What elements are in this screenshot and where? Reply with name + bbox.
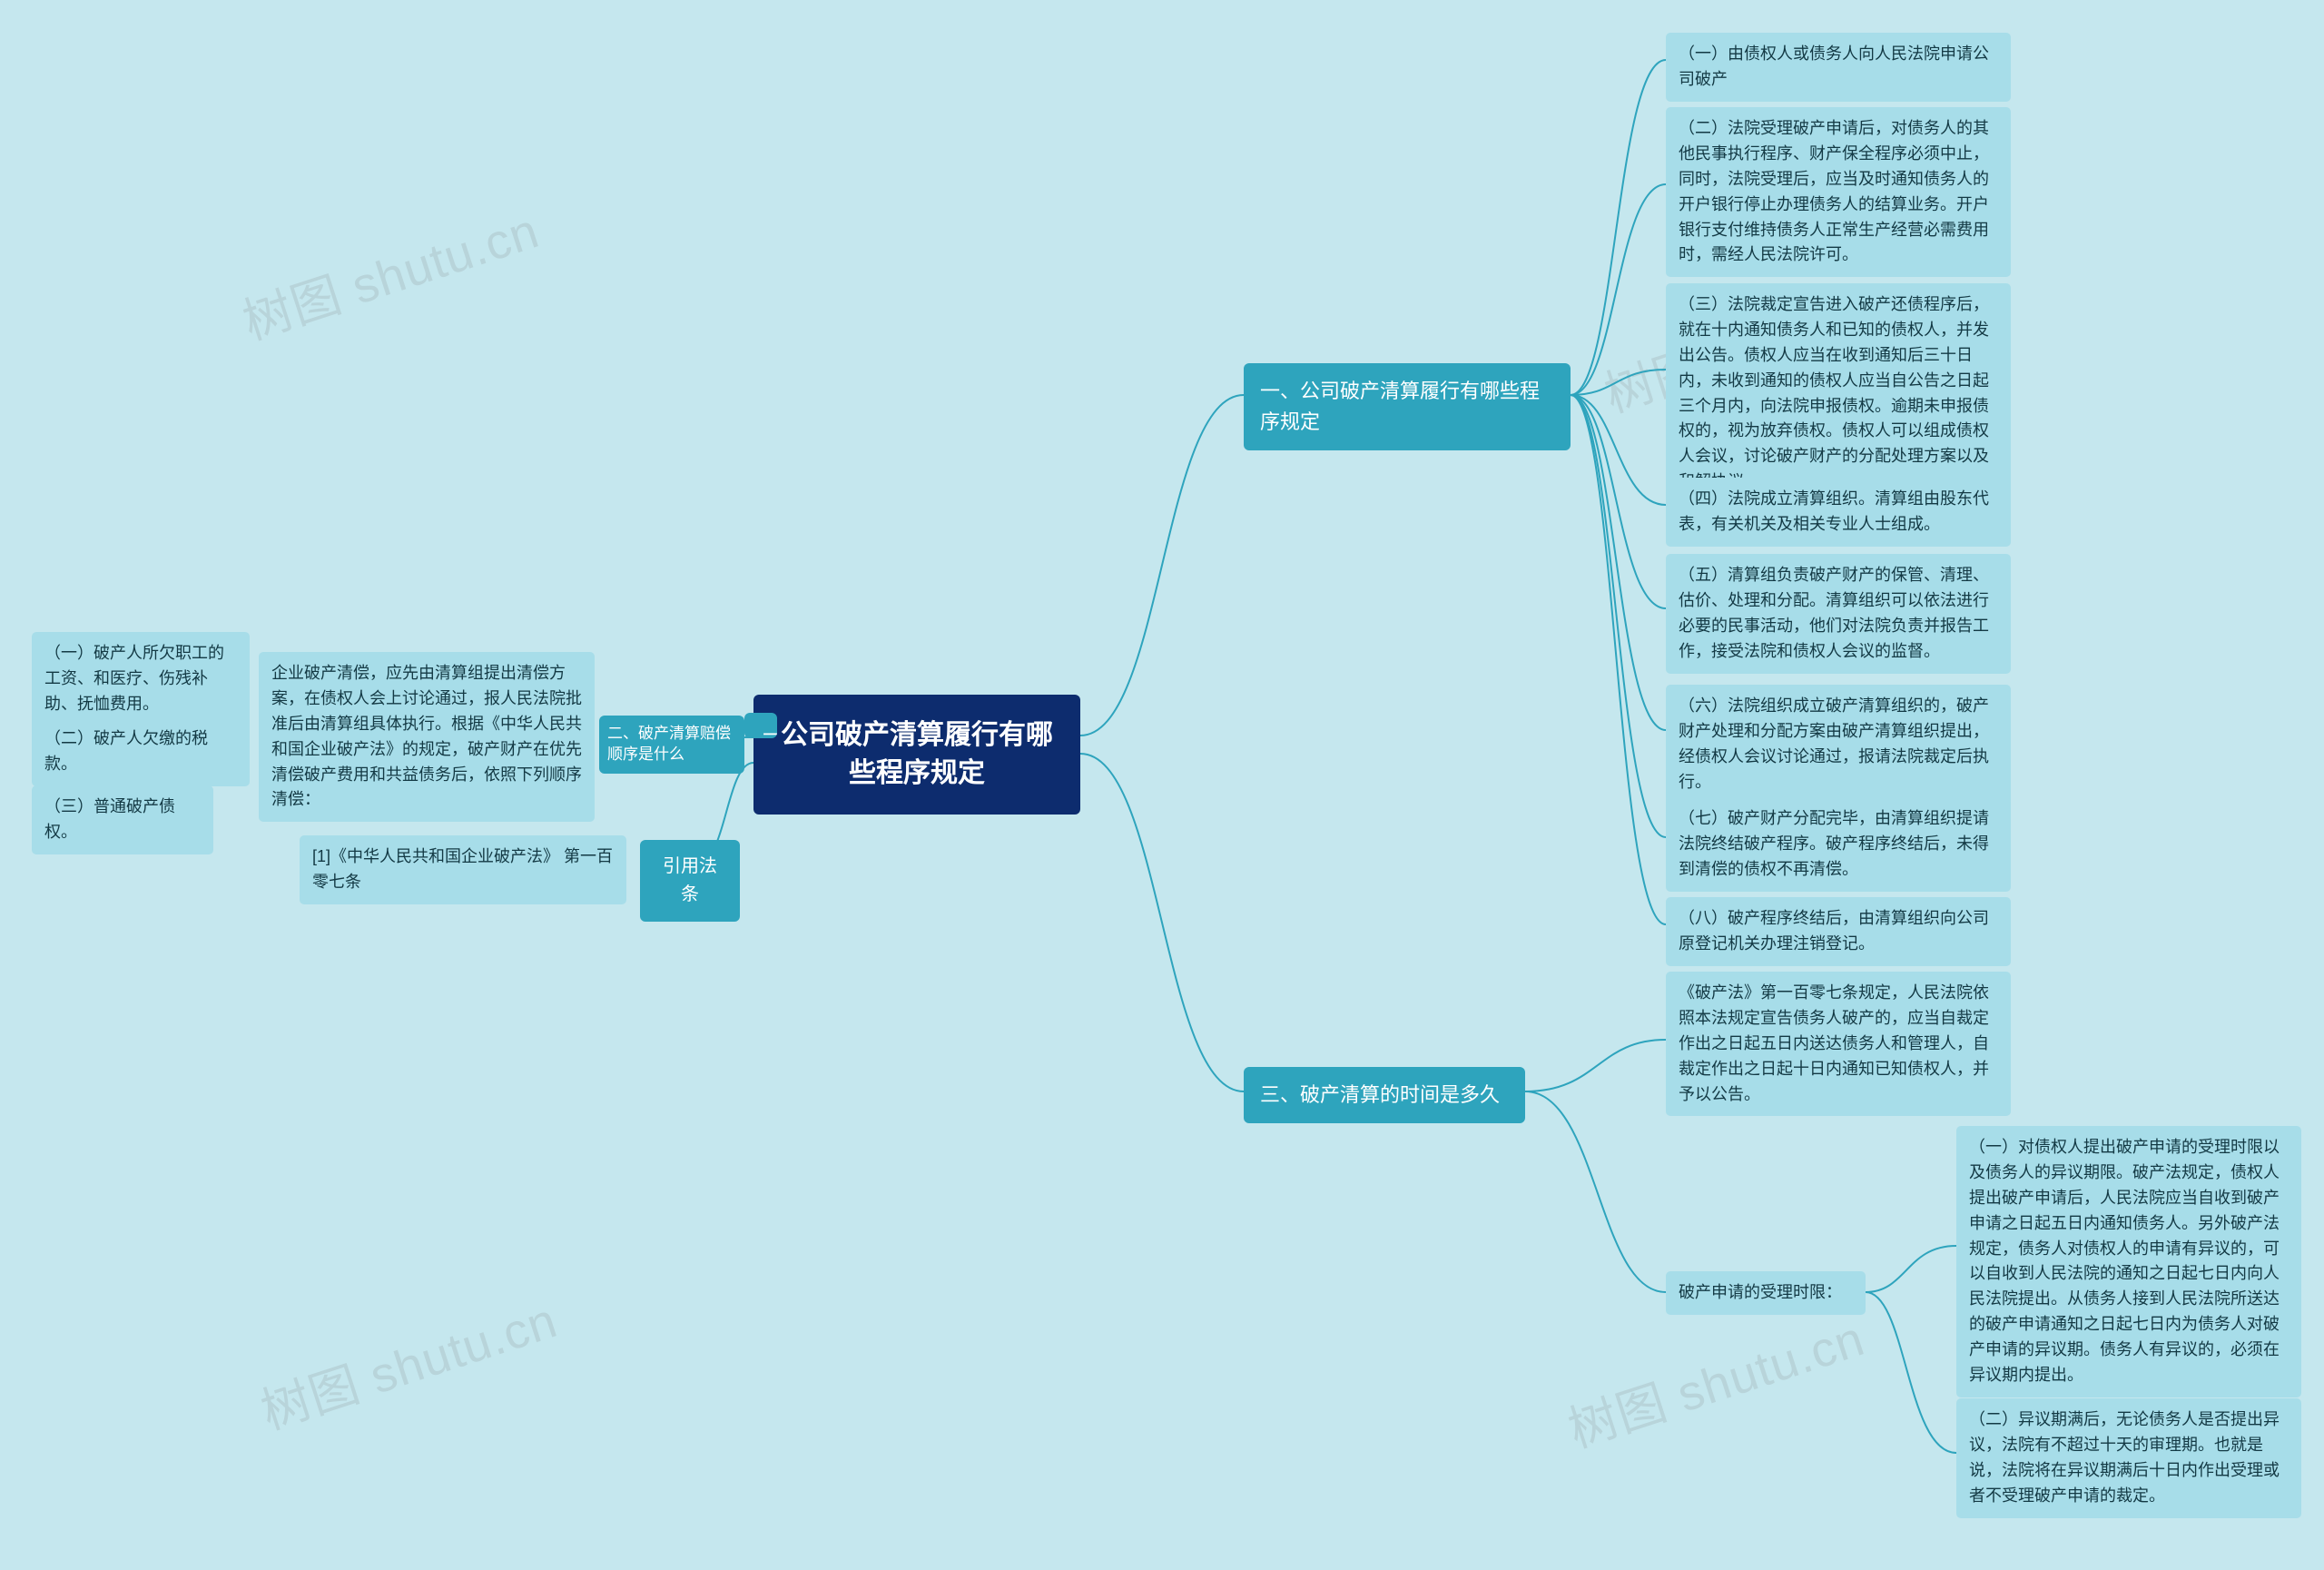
leaf-citation: [1]《中华人民共和国企业破产法》 第一百零七条 <box>300 835 626 904</box>
leaf-b1-8: （八）破产程序终结后，由清算组织向公司原登记机关办理注销登记。 <box>1666 897 2011 966</box>
leaf-b3-2: 破产申请的受理时限： <box>1666 1271 1866 1315</box>
leaf-b1-6: （六）法院组织成立破产清算组织的，破产财产处理和分配方案由破产清算组织提出，经债… <box>1666 685 2011 805</box>
leaf-b1-1: （一）由债权人或债务人向人民法院申请公司破产 <box>1666 33 2011 102</box>
leaf-b3-2b: （二）异议期满后，无论债务人是否提出异议，法院有不超过十天的审理期。也就是说，法… <box>1956 1398 2301 1518</box>
leaf-b1-5: （五）清算组负责破产财产的保管、清理、估价、处理和分配。清算组织可以依法进行必要… <box>1666 554 2011 674</box>
branch-citation: 引用法条 <box>640 840 740 922</box>
leaf-b2-b: （二）破产人欠缴的税款。 <box>32 717 250 786</box>
watermark: 树图 shutu.cn <box>232 191 547 354</box>
leaf-b1-4: （四）法院成立清算组织。清算组由股东代表，有关机关及相关专业人士组成。 <box>1666 478 2011 547</box>
leaf-b3-2a: （一）对债权人提出破产申请的受理时限以及债务人的异议期限。破产法规定，债权人提出… <box>1956 1126 2301 1397</box>
watermark: 树图 shutu.cn <box>251 1280 565 1444</box>
watermark: 树图 shutu.cn <box>1558 1298 1872 1462</box>
branch-node-2: 二、破产清算赔偿顺序是什么 <box>744 713 777 738</box>
mindmap-root: 公司破产清算履行有哪些程序规定 <box>753 695 1080 815</box>
leaf-b1-3: （三）法院裁定宣告进入破产还债程序后，就在十内通知债务人和已知的债权人，并发出公… <box>1666 283 2011 504</box>
leaf-b2-c: （三）普通破产债权。 <box>32 785 213 854</box>
branch-section-2: 二、破产清算赔偿顺序是什么 <box>599 716 744 774</box>
branch-3: 三、破产清算的时间是多久 <box>1244 1067 1525 1123</box>
branch-2-explain: 企业破产清偿，应先由清算组提出清偿方案，在债权人会上讨论通过，报人民法院批准后由… <box>259 652 595 822</box>
branch-1: 一、公司破产清算履行有哪些程序规定 <box>1244 363 1571 450</box>
leaf-b3-1: 《破产法》第一百零七条规定，人民法院依照本法规定宣告债务人破产的，应当自裁定作出… <box>1666 972 2011 1116</box>
leaf-b1-7: （七）破产财产分配完毕，由清算组织提请法院终结破产程序。破产程序终结后，未得到清… <box>1666 797 2011 892</box>
leaf-b2-a: （一）破产人所欠职工的工资、和医疗、伤残补助、抚恤费用。 <box>32 632 250 726</box>
leaf-b1-2: （二）法院受理破产申请后，对债务人的其他民事执行程序、财产保全程序必须中止，同时… <box>1666 107 2011 277</box>
